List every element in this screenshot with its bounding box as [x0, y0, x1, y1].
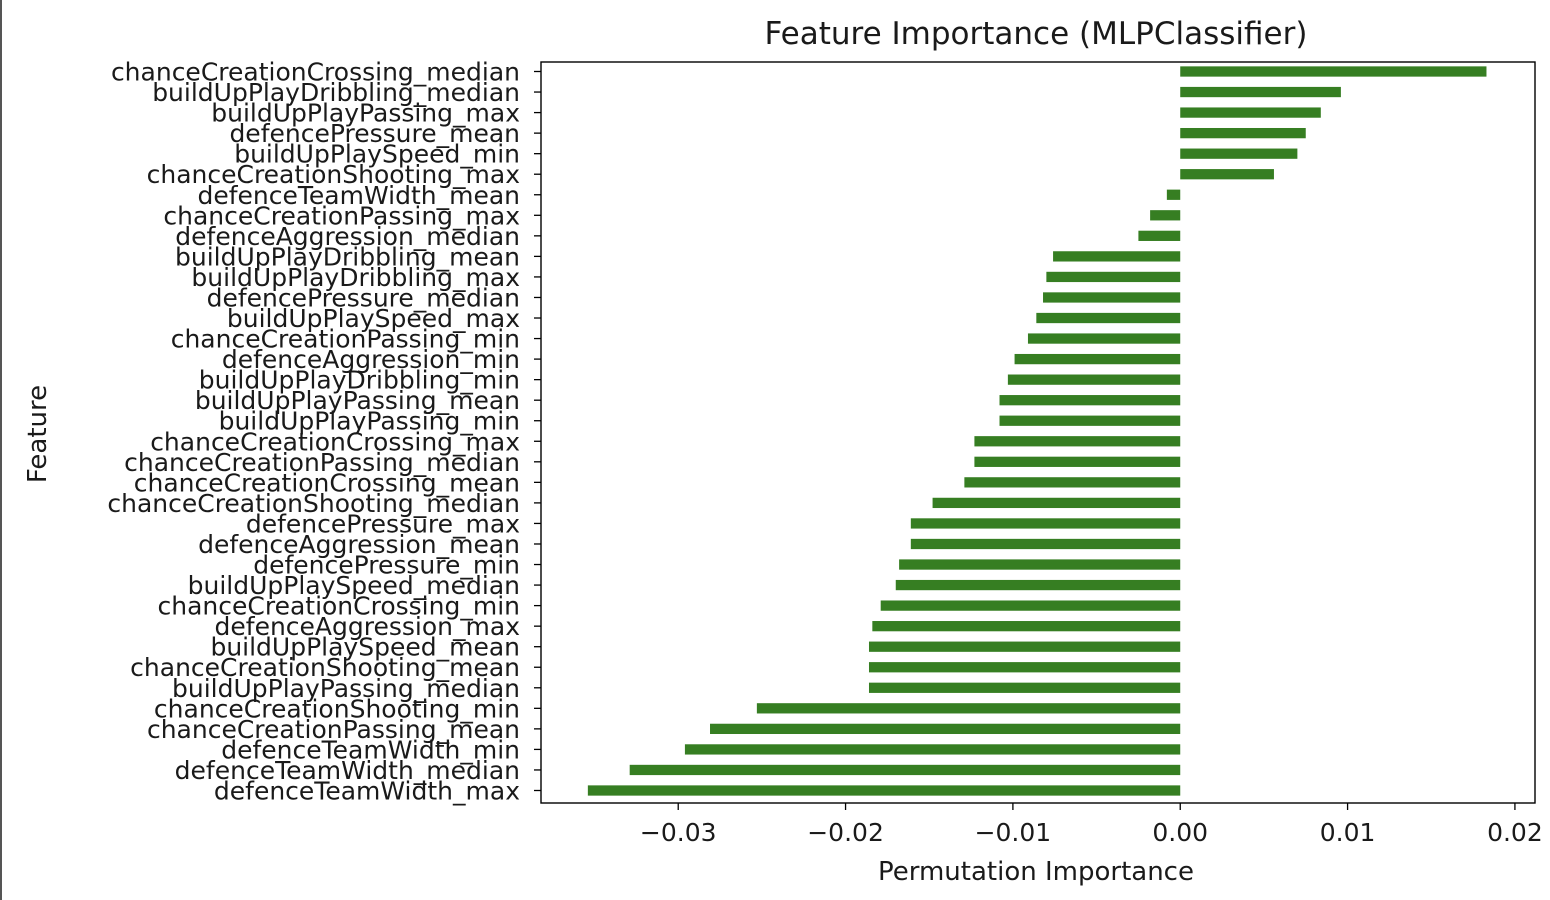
y-tick-label: chanceCreationCrossing_median	[111, 58, 520, 87]
y-axis-label: Feature	[23, 385, 53, 483]
bar-chanceCreationPassing_mean	[710, 723, 1181, 735]
bars-layer	[587, 66, 1487, 796]
bar-buildUpPlaySpeed_min	[1180, 148, 1298, 159]
x-tick-labels: −0.03 −0.02 −0.01 0.00 0.01 0.02	[640, 803, 1543, 847]
y-tick-label: buildUpPlayPassing_mean	[195, 386, 520, 415]
y-tick-label: chanceCreationCrossing_min	[158, 592, 521, 621]
plot-area-border	[540, 61, 1536, 804]
bar-chanceCreationCrossing_mean	[964, 477, 1181, 488]
bar-chanceCreationShooting_median	[932, 497, 1181, 509]
y-tick-label: defencePressure_min	[253, 551, 520, 580]
y-tick-label: defenceTeamWidth_max	[214, 777, 520, 806]
bar-buildUpPlaySpeed_median	[895, 579, 1181, 591]
y-tick-label: defenceTeamWidth_mean	[197, 181, 520, 210]
bar-chanceCreationShooting_mean	[868, 662, 1181, 673]
bar-buildUpPlayPassing_max	[1180, 107, 1321, 118]
y-tick-label: chanceCreationShooting_median	[107, 489, 520, 518]
bar-chanceCreationShooting_max	[1180, 169, 1274, 180]
x-tick-label: −0.01	[975, 818, 1052, 847]
chart-title: Feature Importance (MLPClassifier)	[765, 16, 1308, 52]
x-tick-label: −0.02	[807, 818, 884, 847]
bar-chanceCreationCrossing_max	[974, 436, 1181, 447]
y-tick-label: defenceTeamWidth_median	[175, 756, 520, 785]
y-tick-label: chanceCreationPassing_max	[163, 201, 520, 230]
y-tick-label: buildUpPlayPassing_median	[172, 674, 520, 703]
y-tick-label: buildUpPlaySpeed_min	[234, 140, 520, 169]
y-tick-label: buildUpPlaySpeed_median	[188, 571, 520, 600]
x-tick-label: −0.03	[640, 818, 717, 847]
bar-defencePressure_max	[910, 518, 1181, 529]
bar-buildUpPlayPassing_min	[999, 415, 1181, 426]
bar-chanceCreationPassing_max	[1150, 210, 1181, 221]
bar-chanceCreationPassing_min	[1027, 333, 1181, 344]
y-tick-label: defenceAggression_mean	[198, 530, 520, 559]
y-tick-label: defencePressure_max	[246, 509, 520, 538]
bar-chanceCreationPassing_median	[974, 456, 1181, 467]
bar-defenceAggression_median	[1138, 230, 1181, 241]
y-tick-label: buildUpPlaySpeed_mean	[210, 633, 520, 662]
y-tick-label: defencePressure_median	[207, 283, 520, 312]
y-tick-label: defenceAggression_max	[215, 612, 520, 641]
x-tick-label: 0.01	[1320, 818, 1376, 847]
y-tick-label: chanceCreationCrossing_max	[150, 427, 520, 456]
x-axis-label: Permutation Importance	[878, 857, 1194, 887]
y-tick-labels: chanceCreationCrossing_medianbuildUpPlay…	[107, 58, 541, 806]
y-tick-label: buildUpPlayDribbling_median	[152, 78, 520, 107]
bar-buildUpPlaySpeed_mean	[868, 641, 1181, 652]
bar-defenceAggression_max	[872, 621, 1181, 632]
x-tick-label: 0.02	[1487, 818, 1543, 847]
bar-defenceTeamWidth_median	[629, 764, 1181, 776]
bar-defenceTeamWidth_min	[684, 744, 1181, 755]
bar-buildUpPlayDribbling_median	[1180, 86, 1341, 98]
bar-defenceTeamWidth_mean	[1166, 189, 1181, 200]
bar-chanceCreationCrossing_median	[1180, 66, 1487, 77]
y-tick-label: buildUpPlayDribbling_max	[191, 263, 520, 292]
y-tick-label: defenceTeamWidth_min	[221, 735, 520, 764]
y-tick-label: buildUpPlayPassing_min	[219, 407, 520, 436]
bar-defenceTeamWidth_max	[587, 785, 1181, 796]
y-tick-label: chanceCreationPassing_median	[124, 448, 520, 477]
bar-defencePressure_mean	[1180, 127, 1306, 139]
bar-buildUpPlayDribbling_max	[1046, 271, 1181, 283]
bar-defenceAggression_mean	[910, 538, 1181, 550]
bar-chanceCreationCrossing_min	[880, 600, 1181, 611]
bar-buildUpPlayDribbling_min	[1007, 374, 1181, 385]
bar-defenceAggression_min	[1014, 353, 1181, 365]
bar-buildUpPlayPassing_median	[868, 682, 1181, 693]
y-tick-label: buildUpPlayDribbling_mean	[175, 242, 520, 271]
y-tick-label: chanceCreationShooting_min	[154, 694, 520, 723]
y-tick-label: defencePressure_mean	[229, 119, 520, 148]
y-tick-label: buildUpPlayPassing_max	[211, 99, 520, 128]
bar-buildUpPlayPassing_mean	[999, 395, 1181, 406]
bar-buildUpPlaySpeed_max	[1036, 312, 1181, 324]
y-tick-label: defenceAggression_min	[222, 345, 520, 374]
y-tick-label: chanceCreationPassing_min	[171, 325, 520, 354]
y-tick-label: defenceAggression_median	[175, 222, 520, 251]
y-tick-label: chanceCreationPassing_mean	[147, 715, 520, 744]
y-tick-label: chanceCreationShooting_mean	[130, 653, 520, 682]
x-tick-label: 0.00	[1152, 818, 1208, 847]
bar-defencePressure_min	[899, 559, 1181, 570]
bar-chanceCreationShooting_min	[756, 703, 1181, 714]
y-tick-label: buildUpPlaySpeed_max	[227, 304, 520, 333]
y-tick-label: buildUpPlayDribbling_min	[199, 366, 520, 395]
y-tick-label: chanceCreationShooting_max	[147, 160, 520, 189]
y-tick-label: chanceCreationCrossing_mean	[134, 468, 520, 497]
bar-buildUpPlayDribbling_mean	[1053, 251, 1181, 262]
bar-defencePressure_median	[1043, 292, 1181, 303]
